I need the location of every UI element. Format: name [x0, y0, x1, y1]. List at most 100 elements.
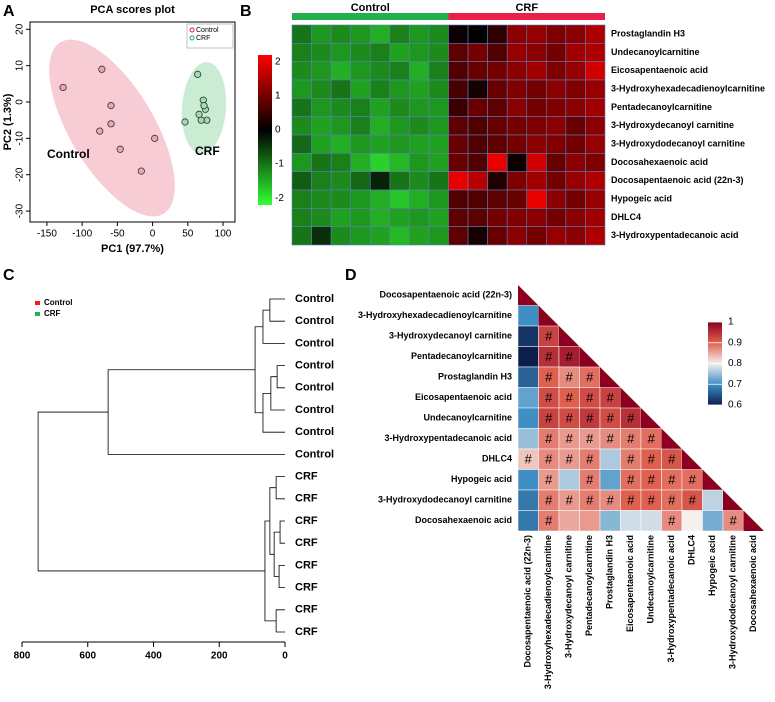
confidence-ellipse: [49, 39, 175, 217]
significance-mark: #: [648, 472, 656, 487]
annotation: Control: [47, 147, 90, 161]
significance-mark: #: [586, 390, 594, 405]
heat-cell: [330, 98, 351, 117]
heat-cell: [487, 189, 508, 209]
heat-cell: [585, 116, 606, 136]
heat-cell: [565, 98, 586, 117]
legend-marker: [189, 27, 195, 33]
heat-cell: [487, 43, 508, 62]
significance-mark: #: [586, 431, 594, 446]
heat-cell: [467, 79, 488, 99]
heat-cell: [467, 153, 488, 172]
column-label: 3-Hydroxydodecanoyl carnitine: [728, 535, 738, 669]
heat-cell: [330, 171, 351, 191]
significance-mark: #: [668, 513, 676, 528]
heat-cell: [291, 43, 312, 62]
row-label: Docosapentaenoic acid (22n-3): [611, 175, 744, 185]
heat-cell: [369, 226, 391, 246]
legend-label: Control: [44, 298, 72, 307]
legend-marker: [35, 301, 40, 305]
heat-cell: [389, 116, 410, 136]
heat-cell: [565, 116, 586, 136]
heat-cell: [409, 79, 430, 99]
group-bar: [292, 13, 449, 20]
significance-mark: #: [545, 493, 553, 508]
heat-cell: [409, 226, 430, 246]
heat-cell: [467, 43, 488, 62]
significance-mark: #: [545, 513, 553, 528]
heat-cell: [546, 43, 567, 62]
significance-mark: #: [689, 493, 697, 508]
heat-cell: [311, 171, 332, 191]
significance-mark: #: [586, 452, 594, 467]
significance-mark: #: [730, 513, 738, 528]
dendrogram-link: [275, 609, 285, 633]
heat-cell: [389, 171, 410, 191]
significance-mark: #: [689, 472, 697, 487]
significance-mark: #: [648, 493, 656, 508]
leaf-label: Control: [295, 360, 334, 372]
row-label: 3-Hydroxydecanoyl carnitine: [389, 331, 512, 341]
panel-label: A: [3, 3, 15, 20]
row-label: Eicosapentaenoic acid: [611, 65, 708, 75]
leaf-label: Control: [295, 382, 334, 394]
dendrogram-link: [275, 476, 285, 500]
heat-cell: [389, 226, 410, 246]
diagonal-cell: [538, 305, 559, 326]
column-label: Prostaglandin H3: [605, 535, 615, 609]
heat-cell: [350, 79, 371, 99]
dendrogram-link: [278, 565, 285, 588]
annotation: CRF: [195, 144, 220, 158]
corr-cell: [517, 469, 539, 491]
heat-cell: [311, 43, 332, 62]
leaf-label: CRF: [295, 582, 318, 594]
row-label: 3-Hydroxydecanoyl carnitine: [611, 120, 734, 130]
row-label: 3-Hydroxydodecanoyl carnitine: [378, 495, 512, 505]
leaf-label: CRF: [295, 626, 318, 638]
heat-cell: [350, 171, 371, 191]
heat-cell: [369, 153, 391, 172]
heat-cell: [291, 226, 312, 246]
significance-mark: #: [668, 472, 676, 487]
diagonal-cell: [702, 469, 723, 490]
colorbar-tick-label: 0.8: [728, 358, 742, 369]
heat-cell: [448, 116, 469, 136]
heat-cell: [350, 208, 371, 227]
colorbar-tick-label: 2: [275, 56, 281, 67]
significance-mark: #: [525, 452, 533, 467]
row-label: 3-Hydroxypentadecanoic acid: [384, 433, 512, 443]
heat-cell: [487, 98, 508, 117]
heat-cell: [369, 79, 391, 99]
heat-cell: [487, 208, 508, 227]
heat-cell: [565, 226, 586, 246]
heat-cell: [369, 171, 391, 191]
heat-cell: [565, 189, 586, 209]
point: [96, 127, 104, 135]
corr-cell: [558, 469, 580, 491]
group-header: CRF: [515, 2, 538, 14]
row-label: DHLC4: [482, 454, 512, 464]
heat-cell: [409, 24, 430, 44]
heat-cell: [506, 134, 528, 154]
heat-cell: [565, 153, 586, 172]
significance-mark: #: [607, 390, 615, 405]
column-label: Docosapentaenoic acid (22n-3): [523, 535, 533, 668]
heat-cell: [546, 208, 567, 227]
heat-cell: [526, 134, 547, 154]
dendrogram-link: [37, 411, 265, 572]
leaf-label: CRF: [295, 515, 318, 527]
column-label: DHLC4: [687, 535, 697, 565]
leaf-label: CRF: [295, 493, 318, 505]
significance-mark: #: [545, 452, 553, 467]
heat-cell: [311, 208, 332, 227]
point: [151, 134, 159, 142]
row-label: Prostaglandin H3: [438, 372, 512, 382]
heat-cell: [585, 208, 606, 227]
heat-cell: [330, 189, 351, 209]
heat-cell: [389, 134, 410, 154]
diagonal-cell: [682, 449, 703, 470]
point: [137, 167, 145, 175]
colorbar-tick-label: 0.7: [728, 379, 742, 390]
heat-cell: [448, 134, 469, 154]
heat-cell: [585, 79, 606, 99]
